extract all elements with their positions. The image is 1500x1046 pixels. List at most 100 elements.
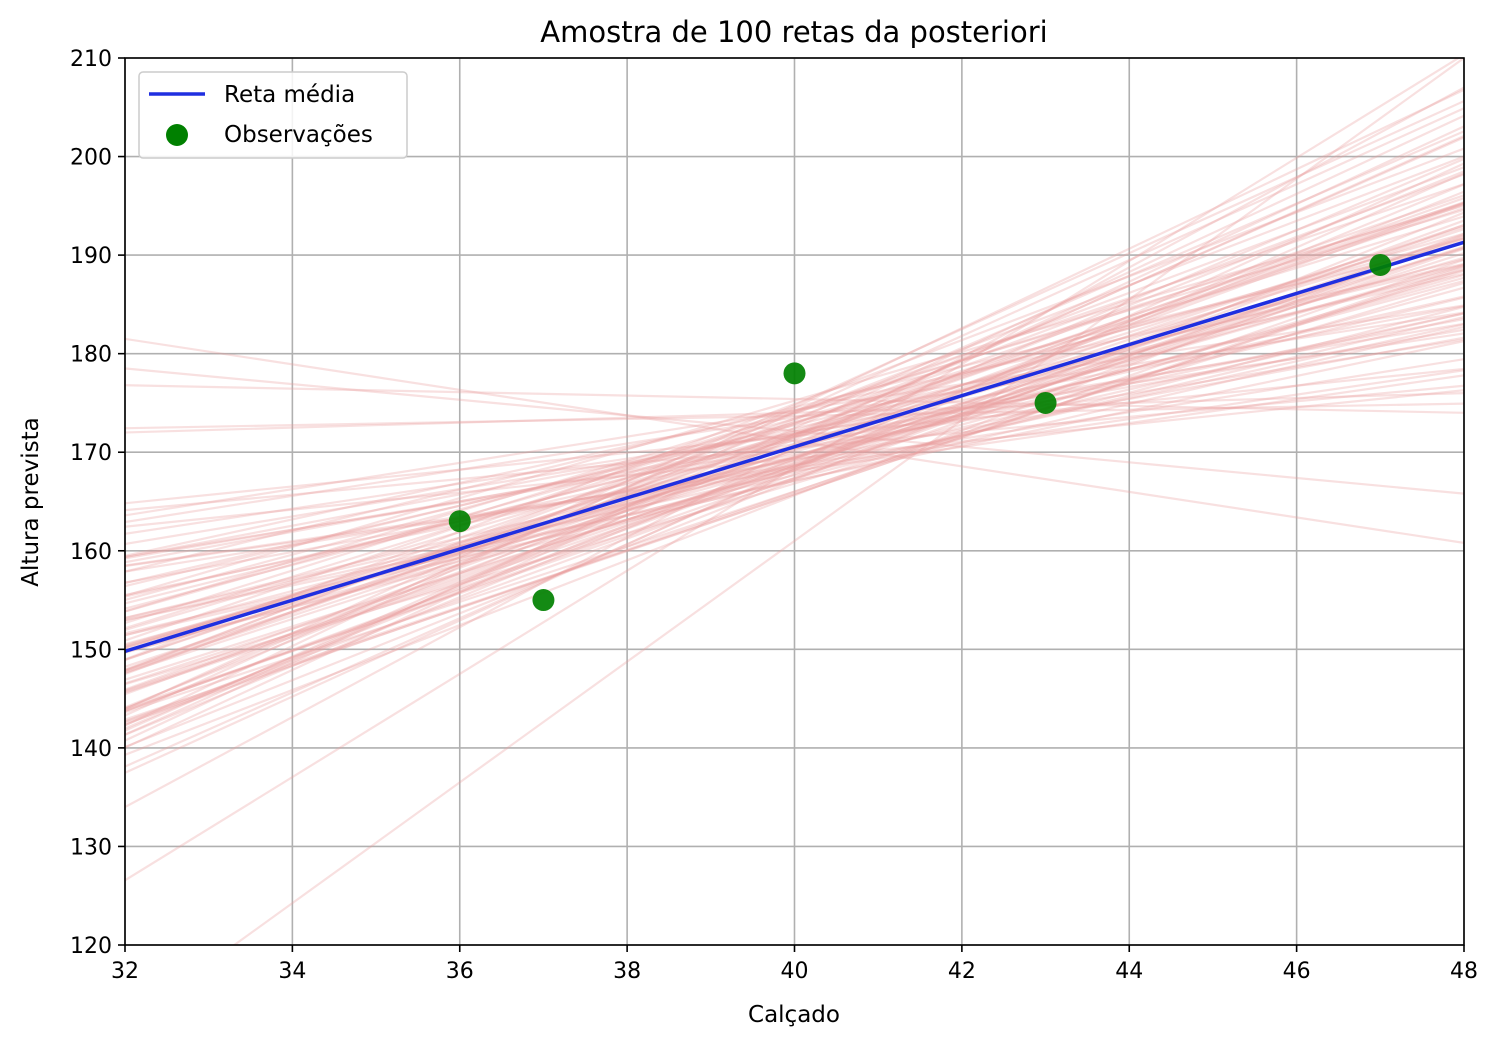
posterior-line bbox=[125, 272, 1464, 585]
posterior-line bbox=[125, 219, 1464, 712]
posterior-line bbox=[125, 374, 1464, 568]
posterior-line bbox=[125, 223, 1464, 713]
posterior-line bbox=[125, 316, 1464, 635]
posterior-line bbox=[125, 279, 1464, 637]
posterior-line bbox=[125, 305, 1464, 559]
posterior-line bbox=[125, 225, 1464, 650]
legend: Reta média Observações bbox=[138, 71, 408, 159]
posterior-line bbox=[125, 237, 1464, 712]
observation-point bbox=[448, 510, 471, 533]
posterior-line bbox=[125, 258, 1464, 610]
mean-line bbox=[125, 240, 1464, 653]
posterior-line bbox=[125, 265, 1464, 723]
posterior-line bbox=[125, 267, 1464, 721]
posterior-line bbox=[125, 340, 1464, 622]
y-tick-label: 200 bbox=[70, 146, 112, 171]
mean-line-layer bbox=[125, 240, 1464, 653]
posterior-line bbox=[125, 322, 1464, 546]
x-axis-label: Calçado bbox=[748, 1002, 840, 1028]
y-tick-label: 190 bbox=[70, 244, 112, 269]
posterior-lines bbox=[125, 58, 1464, 945]
posterior-line bbox=[125, 203, 1464, 696]
observation-point bbox=[783, 362, 806, 385]
posterior-line bbox=[125, 100, 1464, 711]
x-tick-label: 48 bbox=[1450, 959, 1478, 984]
posterior-line bbox=[125, 182, 1464, 642]
posterior-line bbox=[125, 232, 1464, 613]
posterior-line bbox=[125, 318, 1464, 564]
posterior-line bbox=[125, 237, 1464, 601]
posterior-line bbox=[125, 247, 1464, 710]
posterior-line bbox=[125, 268, 1464, 605]
observations-layer bbox=[448, 253, 1392, 612]
y-axis-ticks: 120 130 140 150 160 170 180 190 200 210 bbox=[70, 47, 125, 959]
posterior-line bbox=[232, 58, 1464, 945]
posterior-line bbox=[125, 337, 1464, 544]
x-tick-label: 34 bbox=[278, 959, 306, 984]
x-tick-label: 38 bbox=[613, 959, 641, 984]
posterior-line bbox=[125, 136, 1464, 732]
y-tick-label: 170 bbox=[70, 441, 112, 466]
posterior-line bbox=[125, 202, 1464, 672]
posterior-line bbox=[125, 130, 1464, 710]
posterior-line bbox=[125, 147, 1464, 661]
posterior-line bbox=[125, 232, 1464, 723]
posterior-line bbox=[125, 228, 1464, 672]
posterior-line bbox=[125, 269, 1464, 714]
posterior-line bbox=[125, 263, 1464, 588]
posterior-line bbox=[125, 384, 1464, 414]
posterior-line bbox=[125, 311, 1464, 524]
posterior-line bbox=[125, 190, 1464, 727]
x-tick-label: 36 bbox=[446, 959, 474, 984]
posterior-line bbox=[125, 88, 1464, 727]
posterior-line bbox=[125, 208, 1464, 613]
chart-title: Amostra de 100 retas da posteriori bbox=[540, 15, 1047, 49]
posterior-line bbox=[125, 336, 1464, 584]
posterior-line bbox=[125, 389, 1464, 528]
posterior-line bbox=[125, 369, 1464, 567]
posterior-line bbox=[125, 240, 1464, 674]
posterior-line bbox=[125, 194, 1464, 653]
legend-observations-label: Observações bbox=[224, 122, 373, 148]
posterior-line bbox=[125, 134, 1464, 736]
posterior-line bbox=[125, 273, 1464, 654]
posterior-line bbox=[125, 312, 1464, 597]
posterior-line bbox=[125, 157, 1464, 730]
posterior-line bbox=[125, 183, 1464, 736]
x-tick-label: 42 bbox=[948, 959, 976, 984]
x-tick-label: 32 bbox=[111, 959, 139, 984]
y-tick-label: 120 bbox=[70, 934, 112, 959]
posterior-line bbox=[125, 162, 1464, 774]
posterior-line bbox=[125, 262, 1464, 557]
posterior-line bbox=[125, 204, 1464, 597]
y-tick-label: 160 bbox=[70, 540, 112, 565]
posterior-line bbox=[125, 246, 1464, 694]
posterior-line bbox=[125, 172, 1464, 768]
observation-point bbox=[1034, 391, 1057, 414]
y-axis-label: Altura prevista bbox=[18, 417, 44, 586]
posterior-line bbox=[125, 323, 1464, 622]
posterior-line bbox=[125, 170, 1464, 709]
posterior-line bbox=[125, 237, 1464, 631]
posterior-line bbox=[125, 258, 1464, 725]
posterior-line bbox=[125, 332, 1464, 535]
x-axis-ticks: 32 34 36 38 40 42 44 46 48 bbox=[111, 945, 1478, 984]
posterior-line bbox=[125, 107, 1464, 717]
y-tick-label: 210 bbox=[70, 47, 112, 72]
legend-mean-line-label: Reta média bbox=[224, 82, 355, 108]
posterior-line bbox=[125, 58, 1461, 882]
posterior-line bbox=[125, 234, 1464, 756]
posterior-line bbox=[125, 367, 1464, 495]
posterior-line bbox=[125, 391, 1464, 434]
y-tick-label: 150 bbox=[70, 638, 112, 663]
posterior-line bbox=[125, 245, 1464, 685]
posterior-line bbox=[125, 296, 1464, 619]
posterior-line bbox=[125, 402, 1464, 430]
y-tick-label: 180 bbox=[70, 343, 112, 368]
posterior-line bbox=[125, 312, 1464, 620]
posterior-line bbox=[125, 125, 1464, 749]
x-tick-label: 44 bbox=[1115, 959, 1143, 984]
posterior-line bbox=[125, 281, 1464, 686]
legend-observations-swatch bbox=[166, 124, 188, 146]
posterior-line bbox=[125, 328, 1464, 560]
